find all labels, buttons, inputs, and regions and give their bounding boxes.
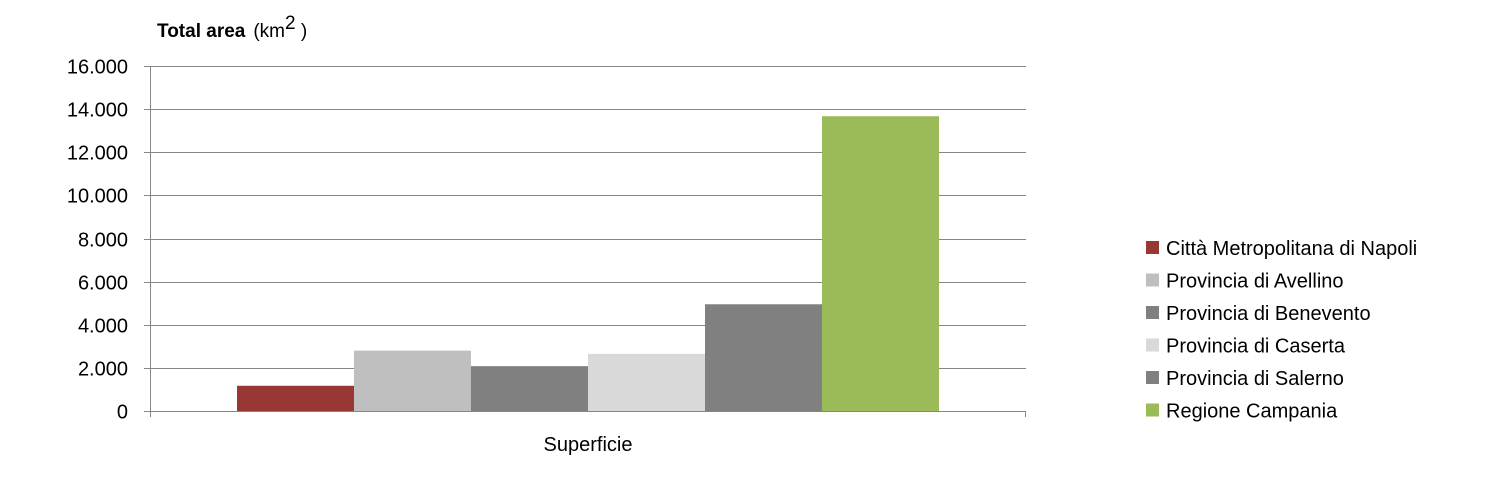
bar — [471, 366, 588, 411]
bar — [705, 304, 822, 411]
bars — [237, 116, 939, 411]
legend-swatch — [1146, 273, 1159, 287]
legend-item: Provincia di Salerno — [1146, 368, 1344, 390]
bar — [588, 353, 705, 411]
axes — [150, 66, 1026, 417]
legend-item: Provincia di Avellino — [1146, 271, 1344, 293]
legend-swatch — [1146, 403, 1159, 417]
y-tick-label: 8.000 — [78, 230, 128, 252]
legend-label: Provincia di Salerno — [1166, 368, 1344, 390]
legend-item: Provincia di Benevento — [1146, 303, 1371, 325]
bar — [354, 350, 471, 411]
legend-label: Città Metropolitana di Napoli — [1166, 238, 1417, 260]
legend-label: Provincia di Caserta — [1166, 336, 1346, 358]
chart-title: Total area (km2 ) — [157, 13, 307, 42]
legend-swatch — [1146, 306, 1159, 319]
y-tick-label: 2.000 — [78, 359, 128, 381]
legend-swatch — [1146, 371, 1159, 384]
bar — [237, 385, 354, 411]
y-tick-label: 16.000 — [67, 57, 128, 79]
legend-swatch — [1146, 338, 1159, 352]
legend-item: Città Metropolitana di Napoli — [1146, 238, 1417, 260]
y-tick-label: 0 — [117, 402, 128, 424]
bar — [822, 116, 939, 411]
chart-unit-suffix: ) — [296, 21, 308, 42]
legend-label: Provincia di Avellino — [1166, 271, 1344, 293]
chart-unit-prefix: (km — [253, 21, 285, 42]
y-tick-label: 12.000 — [67, 143, 128, 165]
y-tick-label: 6.000 — [78, 273, 128, 295]
y-axis-ticks: 0 2.000 4.000 6.000 8.000 10.000 12.000 14.000 1… — [67, 57, 150, 424]
legend-item: Provincia di Caserta — [1146, 336, 1346, 358]
legend-item: Regione Campania — [1146, 401, 1338, 423]
legend-label: Regione Campania — [1166, 401, 1338, 423]
y-tick-label: 14.000 — [67, 100, 128, 122]
x-category-label: Superficie — [544, 434, 633, 456]
chart-unit-superscript: 2 — [285, 13, 296, 34]
legend: Città Metropolitana di Napoli Provincia d… — [1146, 238, 1417, 423]
chart-title-text: Total area — [157, 21, 246, 42]
y-tick-label: 10.000 — [67, 186, 128, 208]
gridlines — [150, 66, 1026, 369]
y-tick-label: 4.000 — [78, 316, 128, 338]
legend-swatch — [1146, 241, 1159, 254]
legend-label: Provincia di Benevento — [1166, 303, 1371, 325]
category-labels: Superficie — [544, 434, 633, 456]
